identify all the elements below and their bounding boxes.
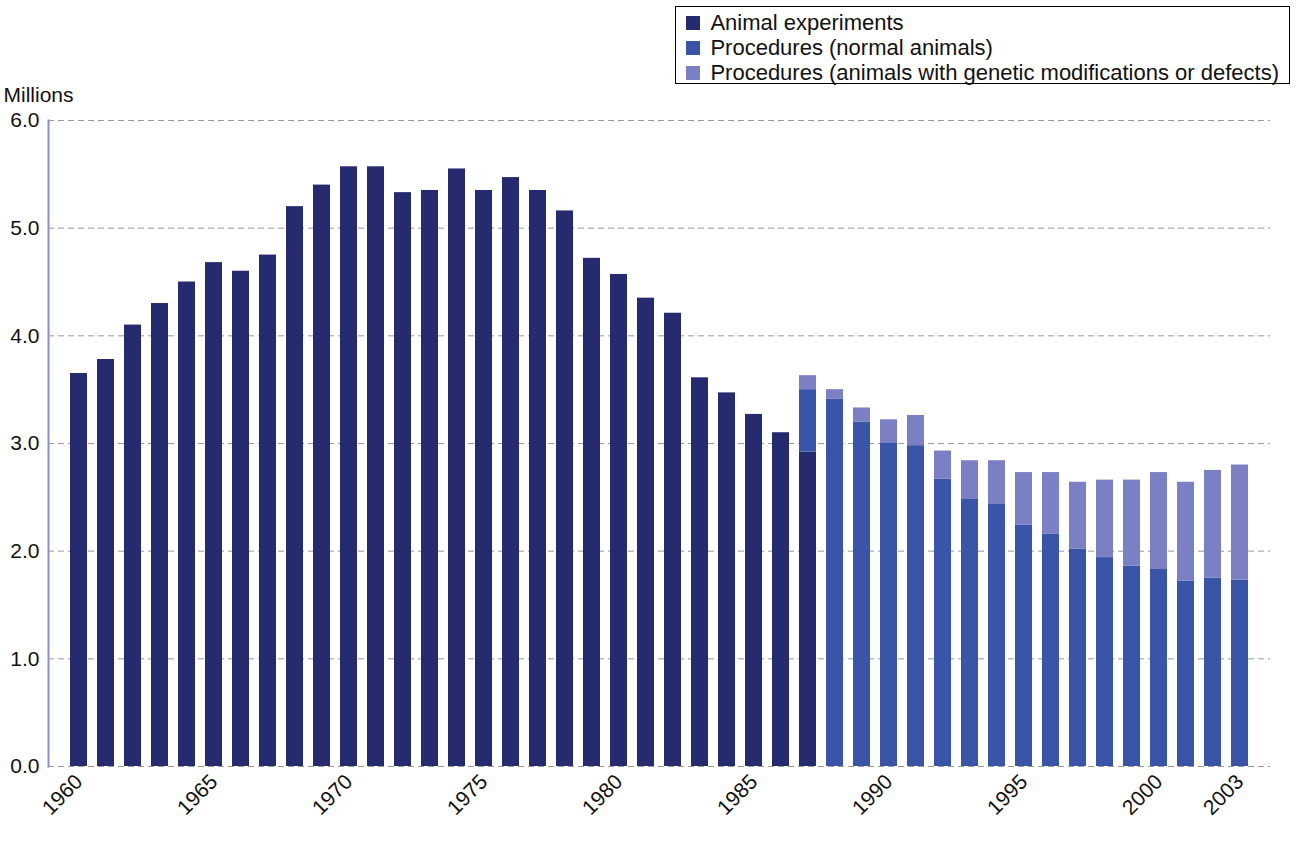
html-text:Procedures (animals with genet: Procedures (animals with genetic modific…	[710, 60, 1279, 85]
svg-text:5.0: 5.0	[10, 216, 39, 239]
svg-text:0.0: 0.0	[10, 754, 39, 777]
svg-text:1985: 1985	[712, 770, 761, 819]
svg-text:2003: 2003	[1198, 770, 1247, 819]
svg-text:1.0: 1.0	[10, 647, 39, 670]
html-text:Procedures (normal animals): Procedures (normal animals)	[710, 35, 993, 60]
svg-text:3.0: 3.0	[10, 431, 39, 454]
svg-text:1970: 1970	[307, 770, 356, 819]
svg-text:1975: 1975	[442, 770, 491, 819]
svg-text:6.0: 6.0	[10, 108, 39, 131]
svg-text:2000: 2000	[1117, 770, 1166, 819]
svg-text:2.0: 2.0	[10, 539, 39, 562]
svg-text:1995: 1995	[982, 770, 1031, 819]
svg-text:4.0: 4.0	[10, 324, 39, 347]
html-text:Animal experiments: Animal experiments	[710, 10, 904, 35]
svg-text:1980: 1980	[577, 770, 626, 819]
svg-text:Millions: Millions	[4, 84, 74, 106]
svg-text:1990: 1990	[847, 770, 896, 819]
svg-text:1960: 1960	[37, 770, 86, 819]
svg-text:1965: 1965	[172, 770, 221, 819]
